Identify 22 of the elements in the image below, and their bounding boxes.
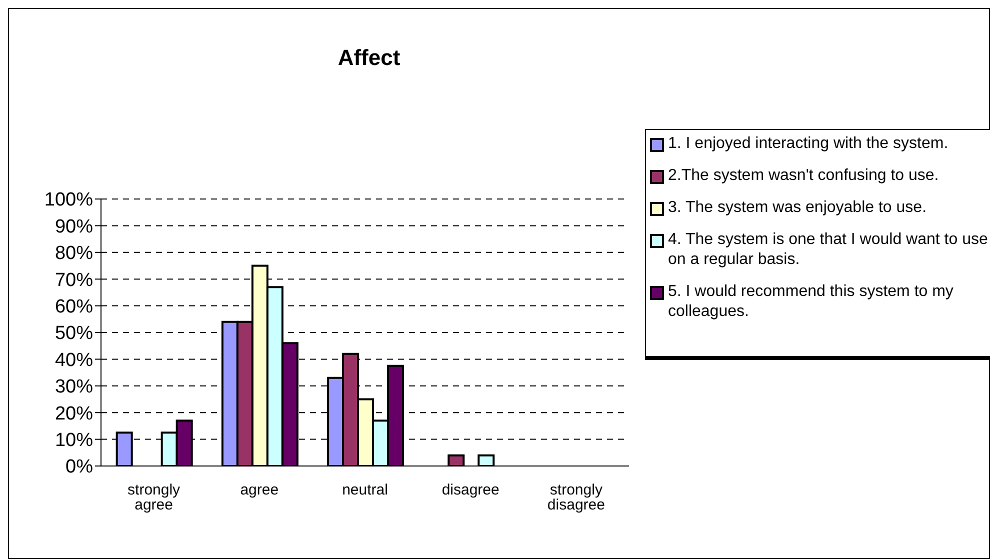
legend-label: 4. The system is one that I would want to use on a regular basis. xyxy=(668,230,988,270)
x-tick-label: strongly agree xyxy=(128,482,181,514)
y-tick-label: 60% xyxy=(54,296,94,318)
y-tick-label: 0% xyxy=(66,456,94,478)
x-tick-label: neutral xyxy=(342,482,388,499)
y-tick-label: 20% xyxy=(54,403,94,424)
legend-label: 5. I would recommend this system to my colleagues. xyxy=(668,282,954,322)
y-tick-label: 70% xyxy=(54,270,94,291)
chart-title: Affect xyxy=(336,45,402,71)
legend-label: 2.The system wasn't confusing to use. xyxy=(668,166,939,186)
legend-label: 3. The system was enjoyable to use. xyxy=(668,198,927,218)
y-tick-label: 100% xyxy=(44,190,94,211)
x-tick-label: strongly disagree xyxy=(547,482,605,514)
y-tick-label: 50% xyxy=(54,323,94,344)
y-tick-label: 10% xyxy=(54,430,94,452)
x-tick-label: disagree xyxy=(442,482,500,499)
x-tick-label: agree xyxy=(240,482,279,499)
y-tick-label: 40% xyxy=(54,350,94,371)
y-tick-label: 80% xyxy=(54,243,94,264)
legend-label: 1. I enjoyed interacting with the system. xyxy=(668,134,948,154)
y-tick-label: 90% xyxy=(54,216,94,238)
y-tick-label: 30% xyxy=(54,376,94,398)
